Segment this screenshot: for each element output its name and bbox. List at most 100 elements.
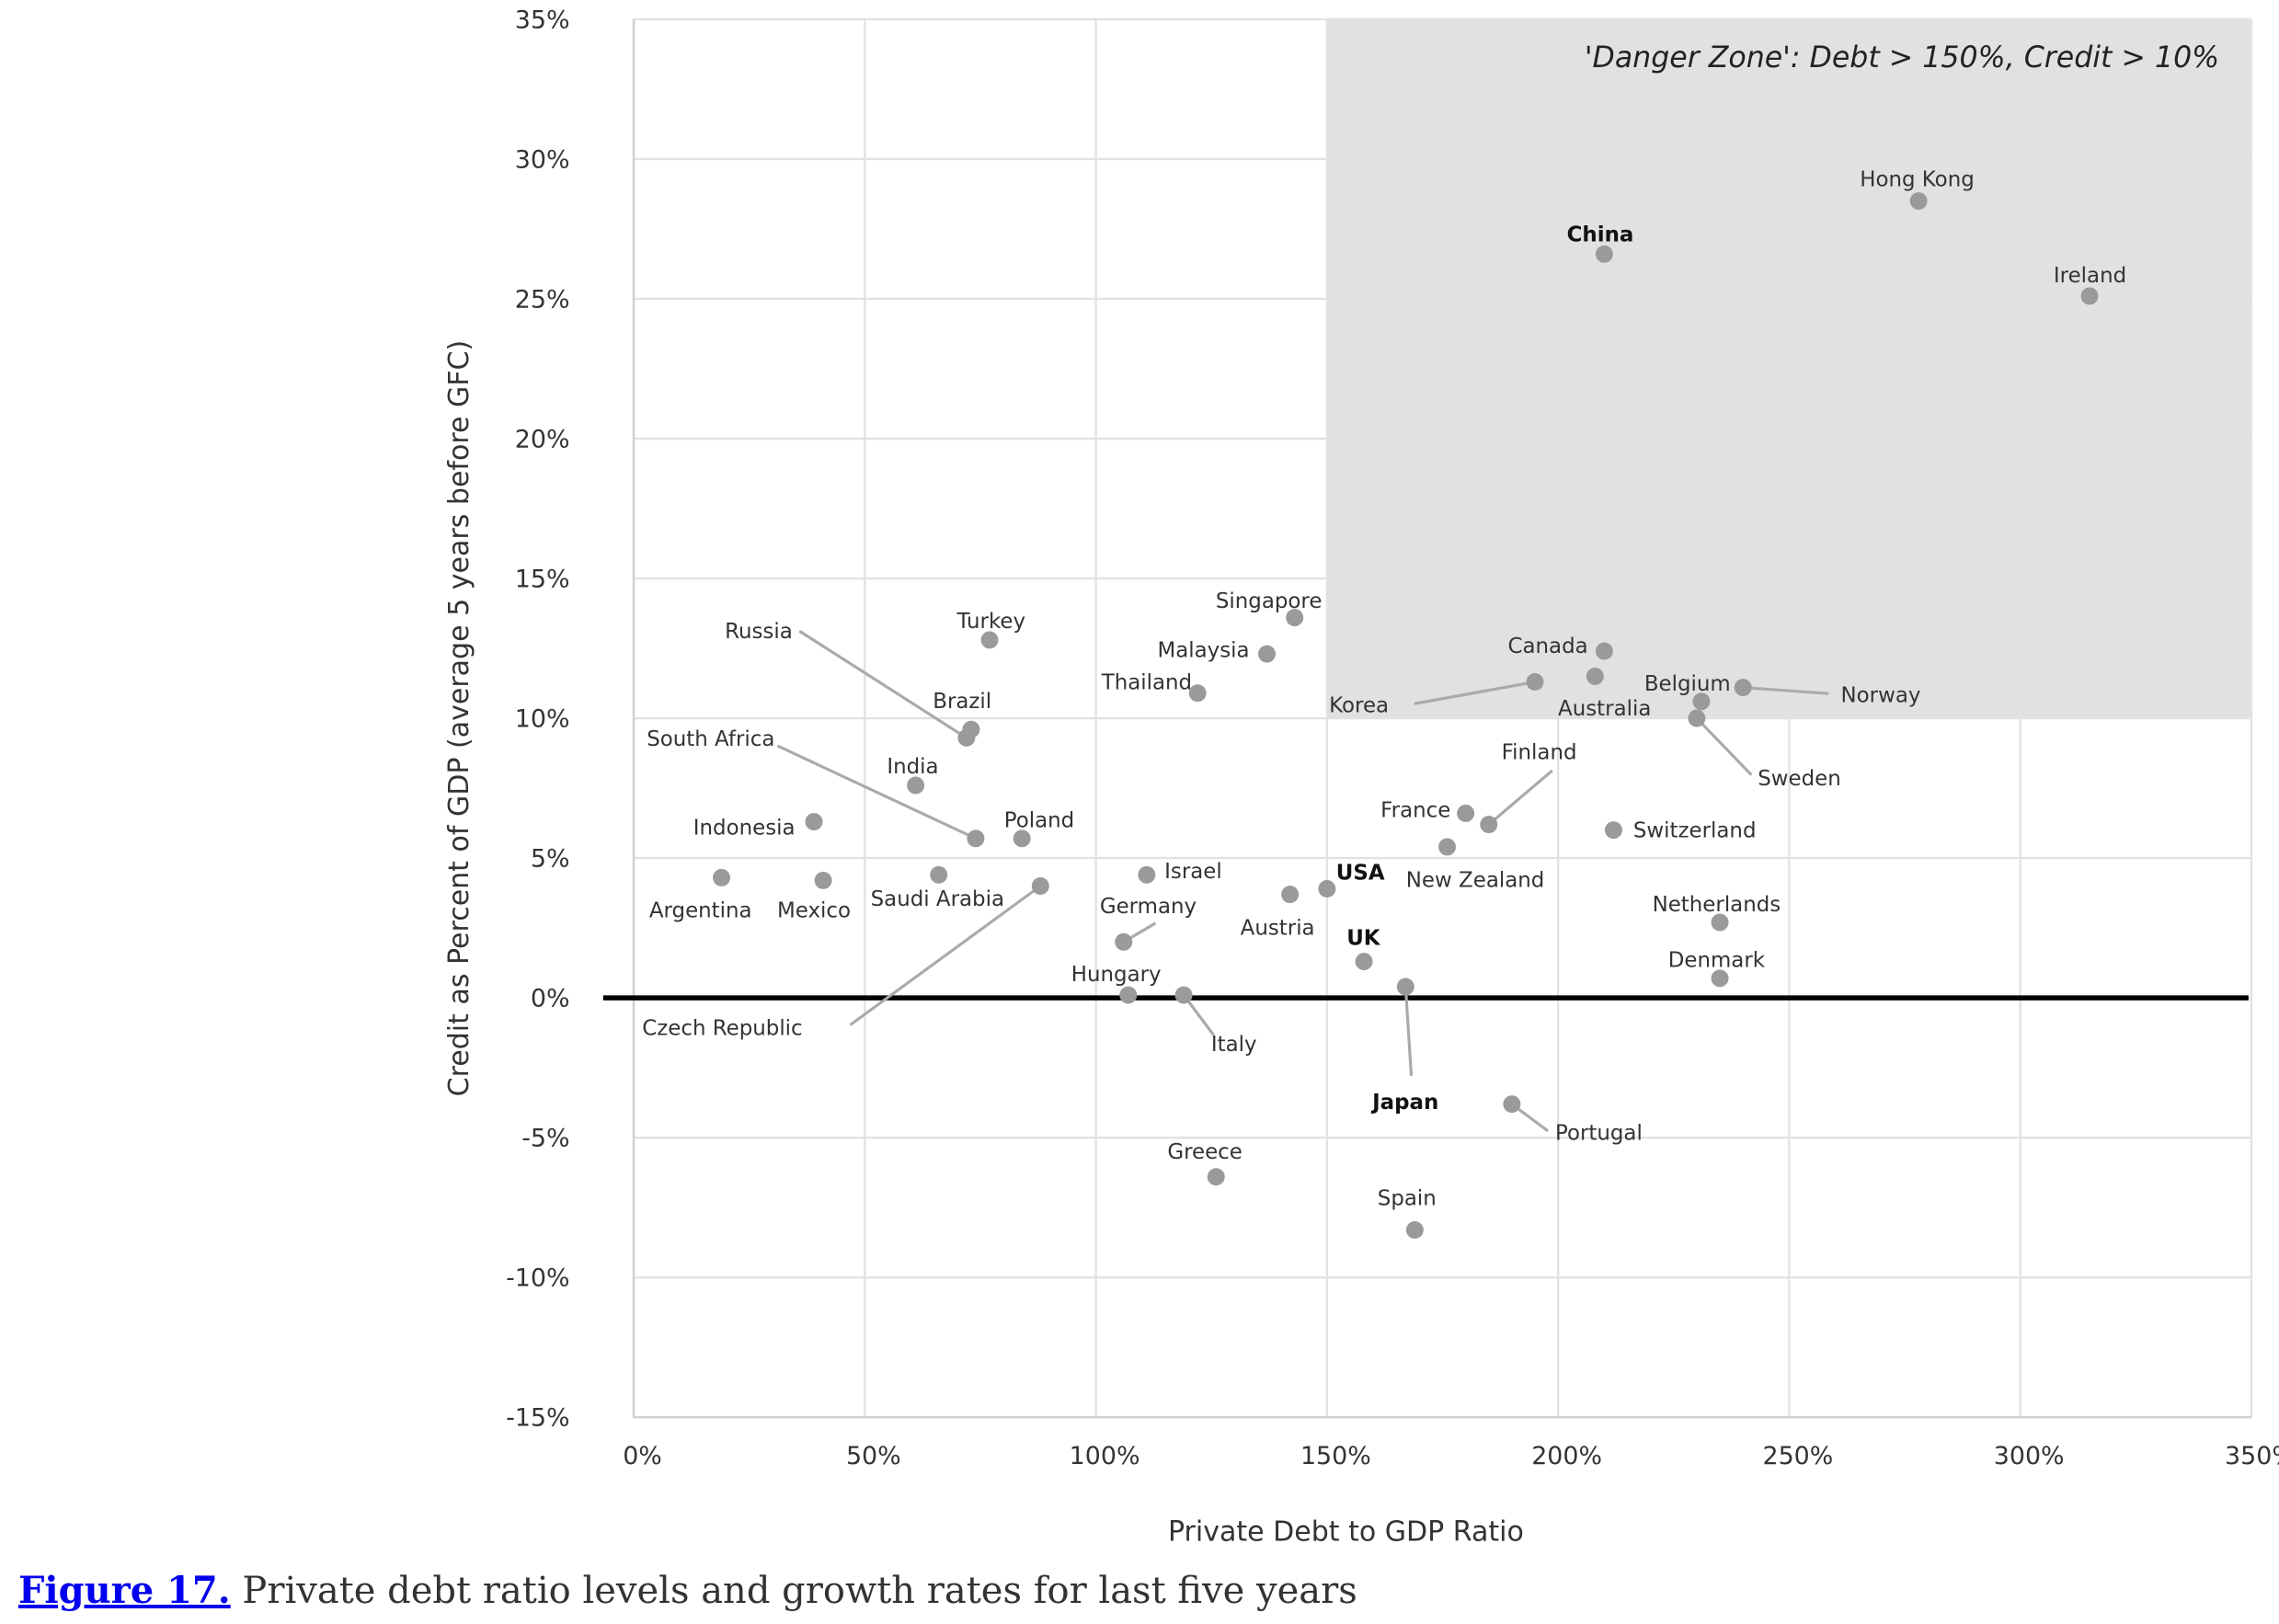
label-canada: Canada — [1507, 635, 1587, 658]
label-saudi-arabia: Saudi Arabia — [871, 887, 1004, 911]
label-malaysia: Malaysia — [1157, 639, 1249, 663]
label-netherlands: Netherlands — [1653, 893, 1781, 917]
caption-text: Private debt ratio levels and growth rat… — [230, 1570, 1357, 1612]
point-saudi-arabia — [930, 865, 948, 884]
x-tick-label: 200% — [1531, 1442, 1602, 1470]
point-australia — [1586, 667, 1604, 685]
point-portugal — [1503, 1095, 1521, 1114]
point-india — [907, 776, 925, 795]
point-poland — [1013, 829, 1031, 848]
data-points — [713, 192, 2099, 1239]
point-mexico — [814, 871, 832, 889]
label-france: France — [1380, 799, 1450, 823]
leader-line-sweden — [1695, 716, 1753, 776]
point-austria — [1281, 886, 1300, 904]
label-austria: Austria — [1241, 917, 1315, 941]
point-finland — [1480, 816, 1498, 834]
y-tick-label: 5% — [531, 845, 570, 874]
leader-line-japan — [1403, 986, 1414, 1076]
leader-line-czech-republic — [849, 885, 1042, 1026]
label-australia: Australia — [1558, 697, 1651, 721]
label-usa: USA — [1336, 861, 1385, 885]
y-tick-label: 25% — [515, 285, 570, 314]
label-norway: Norway — [1841, 684, 1921, 708]
x-tick-label: 0% — [623, 1442, 662, 1470]
label-india: India — [887, 755, 938, 779]
label-new-zealand: New Zealand — [1406, 868, 1545, 892]
point-germany — [1115, 932, 1133, 951]
x-tick-label: 150% — [1300, 1442, 1371, 1470]
y-tick-label: 0% — [531, 985, 570, 1013]
label-indonesia: Indonesia — [693, 816, 796, 840]
label-spain: Spain — [1378, 1186, 1437, 1210]
point-spain — [1405, 1221, 1424, 1239]
point-switzerland — [1604, 821, 1622, 840]
x-tick-label: 250% — [1763, 1442, 1834, 1470]
y-tick-label: 35% — [515, 6, 570, 34]
point-canada — [1595, 642, 1613, 660]
label-brazil: Brazil — [933, 690, 991, 714]
point-thailand — [1188, 684, 1207, 703]
point-japan — [1396, 978, 1414, 996]
label-mexico: Mexico — [777, 899, 851, 923]
label-sweden: Sweden — [1758, 767, 1841, 791]
point-indonesia — [805, 813, 823, 831]
x-tick-label: 300% — [1994, 1442, 2065, 1470]
point-denmark — [1711, 969, 1729, 988]
leader-line-korea — [1414, 680, 1536, 705]
x-tick-label: 100% — [1070, 1442, 1140, 1470]
label-israel: Israel — [1164, 860, 1222, 884]
x-tick-label: 350% — [2225, 1442, 2279, 1470]
figure-caption: Figure 17. Private debt ratio levels and… — [18, 1569, 1357, 1612]
point-sweden — [1688, 709, 1706, 727]
label-turkey: Turkey — [956, 610, 1026, 634]
label-denmark: Denmark — [1668, 948, 1766, 972]
point-korea — [1526, 673, 1544, 692]
label-finland: Finland — [1502, 740, 1577, 764]
y-tick-label: 20% — [515, 425, 570, 453]
label-china: China — [1567, 223, 1634, 247]
point-italy — [1174, 986, 1193, 1004]
label-hong-kong: Hong Kong — [1860, 168, 1975, 192]
point-uk — [1355, 953, 1373, 971]
label-japan: Japan — [1370, 1091, 1438, 1115]
point-greece — [1207, 1168, 1225, 1186]
y-tick-label: 15% — [515, 566, 570, 594]
point-norway — [1734, 679, 1752, 697]
point-turkey — [980, 631, 999, 649]
point-netherlands — [1711, 913, 1729, 932]
point-belgium — [1692, 692, 1711, 711]
label-uk: UK — [1346, 927, 1381, 951]
label-poland: Poland — [1004, 809, 1074, 833]
point-israel — [1138, 865, 1156, 884]
y-tick-label: 10% — [515, 705, 570, 734]
label-portugal: Portugal — [1555, 1121, 1643, 1145]
leader-line-south-africa — [776, 744, 977, 841]
point-russia — [957, 728, 976, 747]
x-axis-ticks: 0% 50% 100% 150% 200% 250% 300% 350% — [623, 1442, 2279, 1470]
label-switzerland: Switzerland — [1633, 819, 1757, 843]
label-thailand: Thailand — [1101, 670, 1192, 694]
label-italy: Italy — [1211, 1033, 1257, 1057]
y-tick-label: -15% — [506, 1404, 569, 1433]
point-czech-republic — [1031, 877, 1049, 895]
leader-line-russia — [798, 629, 968, 739]
point-china — [1595, 245, 1613, 263]
label-south-africa: South Africa — [647, 727, 774, 751]
label-argentina: Argentina — [649, 899, 752, 923]
point-france — [1457, 804, 1475, 822]
label-ireland: Ireland — [2054, 264, 2126, 288]
x-axis-label: Private Debt to GDP Ratio — [1168, 1516, 1524, 1549]
y-axis-ticks: 35% 30% 25% 20% 15% 10% 5% 0% -5% -10% -15% — [506, 6, 569, 1432]
label-czech-republic: Czech Republic — [642, 1017, 802, 1041]
label-singapore: Singapore — [1216, 589, 1323, 613]
y-tick-label: -10% — [506, 1264, 569, 1293]
point-singapore — [1286, 609, 1304, 627]
point-argentina — [713, 868, 731, 886]
label-korea: Korea — [1329, 694, 1389, 718]
y-axis-label: Credit as Percent of GDP (average 5 year… — [443, 340, 475, 1097]
figure-link[interactable]: Figure 17. — [18, 1569, 231, 1612]
label-belgium: Belgium — [1644, 672, 1731, 696]
point-usa — [1318, 880, 1336, 898]
